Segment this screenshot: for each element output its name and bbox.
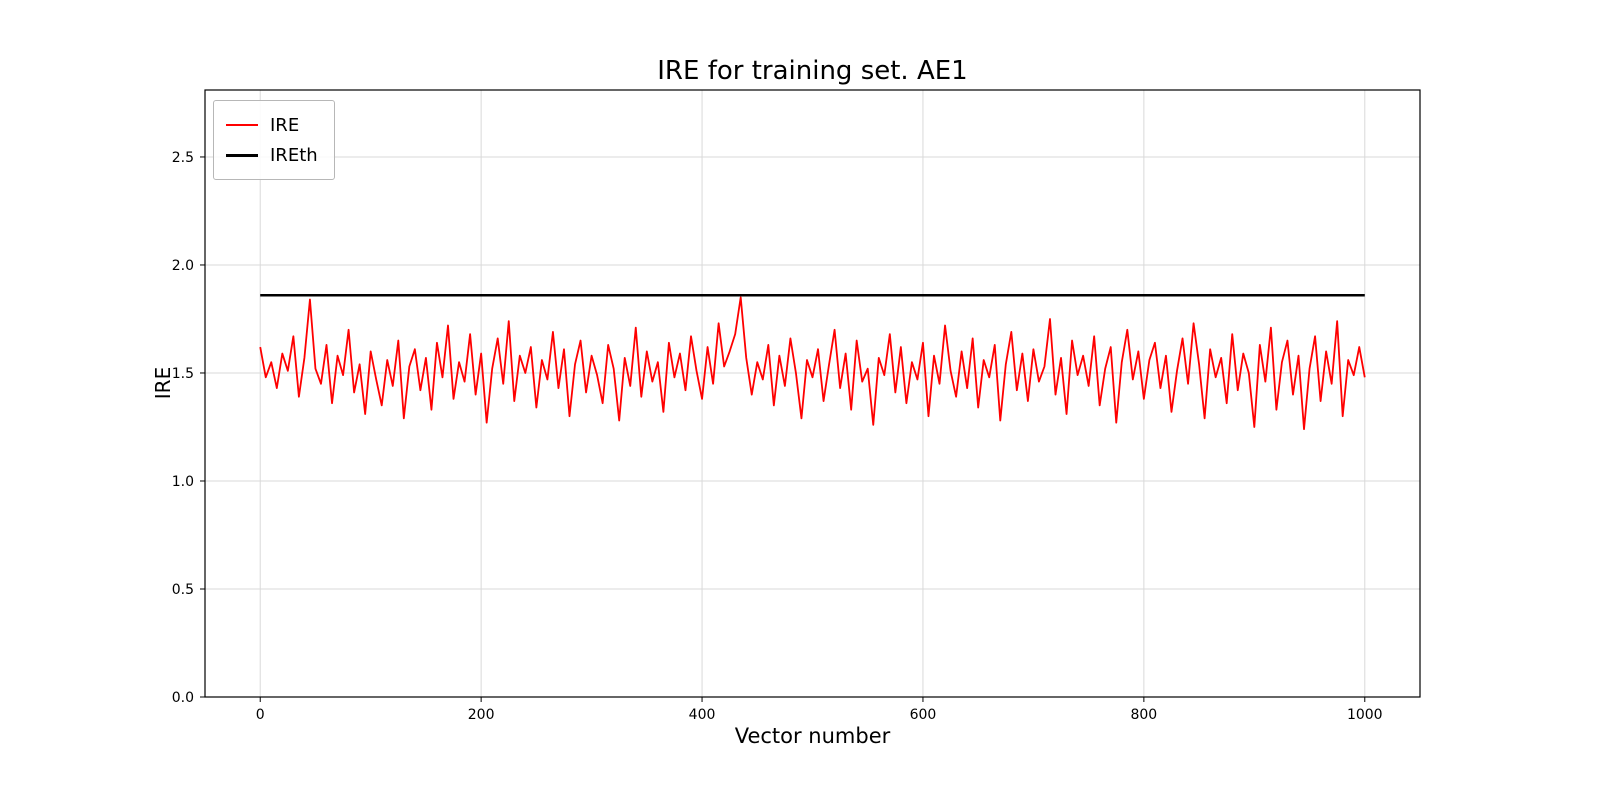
x-tick-label: 1000: [1347, 707, 1383, 723]
y-tick-label: 2.0: [172, 258, 194, 274]
chart-title: IRE for training set. AE1: [657, 56, 968, 86]
ire-line-swatch: [226, 124, 258, 126]
y-tick-label: 0.0: [172, 690, 194, 706]
x-tick-label: 600: [910, 707, 937, 723]
y-tick-label: 2.5: [172, 150, 194, 166]
x-tick-label: 800: [1130, 707, 1157, 723]
legend-entry-ire: IRE: [226, 110, 318, 140]
legend: IRE IREth: [213, 100, 335, 180]
x-axis-label: Vector number: [734, 724, 891, 748]
ire-line: [259, 296, 1366, 431]
ireth-line-swatch: [226, 153, 258, 157]
y-tick-label: 1.0: [172, 474, 194, 490]
y-tick-label: 1.5: [172, 366, 194, 382]
y-axis-label: IRE: [151, 366, 175, 400]
legend-label-ireth: IREth: [270, 144, 318, 166]
plot-border: [204, 89, 1421, 698]
legend-entry-ireth: IREth: [226, 140, 318, 170]
x-tick-label: 200: [468, 707, 495, 723]
legend-label-ire: IRE: [270, 114, 300, 136]
y-tick-label: 0.5: [172, 582, 194, 598]
x-tick-label: 0: [256, 707, 265, 723]
x-tick-label: 400: [689, 707, 716, 723]
